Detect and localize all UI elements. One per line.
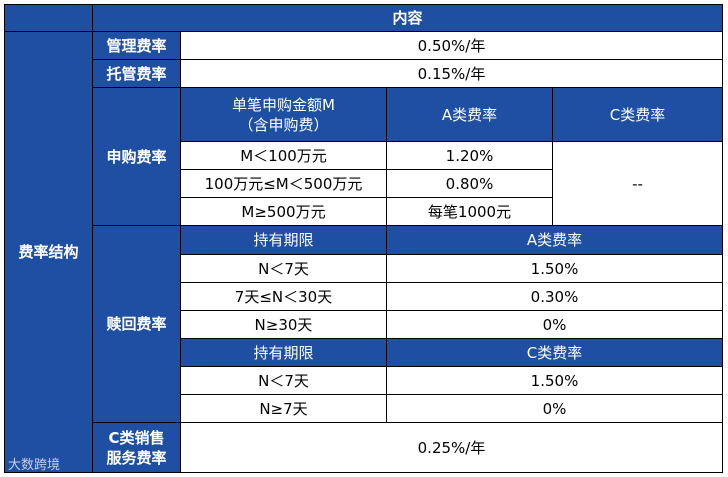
header-title: 内容 bbox=[91, 4, 724, 32]
cell: 7天≤N＜30天 bbox=[180, 282, 387, 311]
cell: N＜7天 bbox=[180, 254, 387, 283]
row: 费率结构 管理费率 0.50%/年 bbox=[4, 31, 724, 473]
row-label: 申购费率 bbox=[92, 87, 181, 226]
section-label: 费率结构 bbox=[4, 31, 93, 473]
cell: 0.80% bbox=[386, 169, 553, 198]
cell: -- bbox=[551, 141, 724, 226]
cell: 0% bbox=[385, 394, 724, 423]
cell: 0% bbox=[385, 310, 724, 339]
column-header: C类费率 bbox=[551, 87, 724, 142]
column-header: 持有期限 bbox=[180, 338, 387, 367]
cell: 0.15%/年 bbox=[179, 59, 724, 88]
row: 赎回费率 持有期限 A类费率 bbox=[5, 225, 724, 423]
cell: N≥7天 bbox=[180, 394, 387, 423]
label-line: C类销售 bbox=[108, 428, 165, 447]
row: N≥30天 0% bbox=[5, 310, 724, 339]
cell: 100万元≤M＜500万元 bbox=[180, 169, 387, 198]
cell: N≥30天 bbox=[180, 310, 387, 339]
row: 托管费率 0.15%/年 bbox=[5, 59, 724, 88]
cell: 0.50%/年 bbox=[179, 31, 724, 60]
column-header: 持有期限 bbox=[180, 225, 387, 255]
row-label: C类销售 服务费率 bbox=[92, 422, 181, 473]
column-header: C类费率 bbox=[385, 338, 724, 367]
row: N≥7天 0% bbox=[5, 394, 724, 423]
fee-table: 内容 费率结构 管理费率 0.50%/年 托管费率 0.15%/年 申购费率 单… bbox=[4, 4, 724, 473]
column-header: A类费率 bbox=[386, 87, 553, 142]
cell: 1.50% bbox=[385, 366, 724, 395]
row-label: 管理费率 bbox=[92, 31, 181, 60]
row-label: 赎回费率 bbox=[92, 225, 181, 423]
row: 申购费率 单笔申购金额M （含申购费） A类费率 C类费率 bbox=[5, 87, 724, 226]
row: C类销售 服务费率 0.25%/年 bbox=[5, 422, 724, 473]
row: M＜100万元 1.20% -- bbox=[5, 141, 724, 226]
cell: M≥500万元 bbox=[180, 197, 387, 226]
corner-cell bbox=[4, 4, 93, 32]
label-line: 服务费率 bbox=[106, 448, 167, 467]
cell: 每笔1000元 bbox=[386, 197, 553, 226]
cell: 1.20% bbox=[386, 141, 553, 170]
row: M≥500万元 每笔1000元 bbox=[5, 197, 723, 226]
row-label: 托管费率 bbox=[92, 59, 181, 88]
header-line: （含申购费） bbox=[238, 115, 329, 134]
watermark: 大数跨境 bbox=[8, 458, 61, 473]
column-header: A类费率 bbox=[385, 225, 724, 255]
header-line: 单笔申购金额M bbox=[232, 95, 335, 114]
header-row: 内容 bbox=[4, 4, 724, 32]
cell: 0.30% bbox=[385, 282, 724, 311]
row: N＜7天 1.50% bbox=[5, 366, 724, 395]
column-header: 单笔申购金额M （含申购费） bbox=[180, 87, 387, 142]
cell: M＜100万元 bbox=[180, 141, 387, 170]
cell: 0.25%/年 bbox=[179, 422, 724, 473]
cell: 1.50% bbox=[385, 254, 724, 283]
cell: N＜7天 bbox=[180, 366, 387, 395]
row: 持有期限 C类费率 bbox=[5, 338, 724, 367]
